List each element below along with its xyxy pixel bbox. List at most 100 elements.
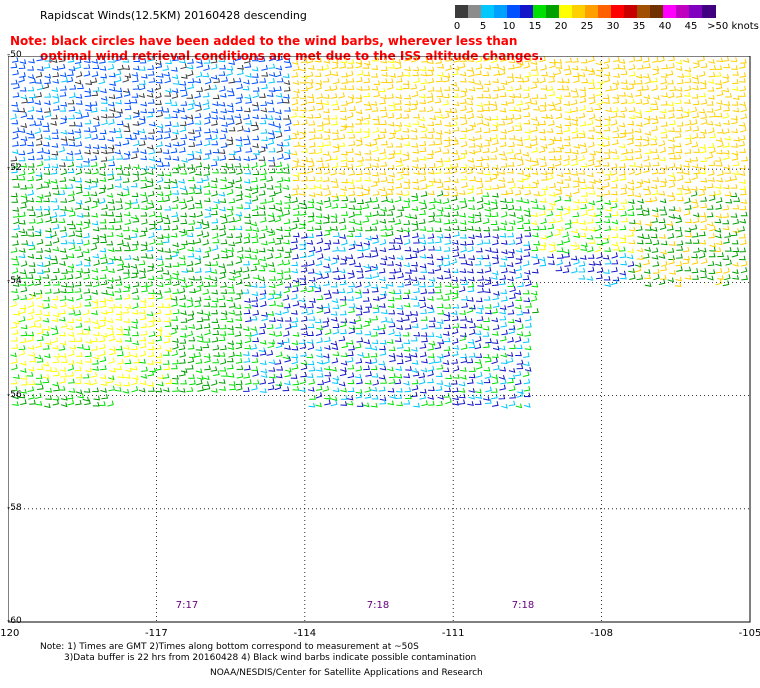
wind-barb [508, 325, 516, 330]
wind-barb [644, 282, 652, 287]
wind-barb [227, 251, 234, 258]
wind-barb [484, 80, 491, 86]
wind-barb [84, 169, 92, 174]
wind-barb [507, 98, 515, 104]
wind-barb [67, 263, 75, 269]
wind-barb [660, 210, 668, 216]
wind-barb [508, 64, 515, 70]
wind-barb [234, 77, 242, 83]
wind-barb [724, 232, 731, 238]
wind-barb [468, 136, 476, 142]
wind-barb [716, 161, 723, 167]
wind-barb [133, 139, 140, 147]
wind-barb [357, 352, 364, 357]
wind-barb [331, 162, 339, 169]
wind-barb [172, 108, 180, 114]
wind-barb [66, 183, 74, 189]
wind-barb [530, 116, 538, 122]
wind-barb [365, 155, 372, 161]
wind-barb [346, 63, 354, 69]
wind-barb [229, 269, 236, 275]
wind-barb [572, 218, 579, 224]
wind-barb [323, 280, 330, 286]
wind-barb [706, 183, 714, 189]
wind-barb [219, 268, 227, 274]
wind-barb [36, 211, 43, 218]
wind-barb [227, 340, 235, 346]
wind-barb [605, 85, 612, 92]
wind-barb [492, 331, 499, 336]
wind-barb [595, 129, 603, 134]
wind-barb [404, 213, 412, 219]
wind-barb [699, 212, 706, 218]
wind-barb [50, 58, 58, 64]
wind-barb [196, 62, 204, 68]
wind-barb [108, 357, 115, 364]
wind-barb [731, 251, 739, 258]
wind-barb [84, 317, 91, 323]
wind-barb [378, 87, 386, 93]
wind-barb [83, 268, 91, 274]
wind-barb [243, 387, 250, 392]
wind-barb [499, 232, 507, 238]
wind-barb [204, 212, 212, 218]
wind-barb [204, 118, 211, 125]
wind-barb [179, 58, 186, 64]
wind-barb [100, 253, 107, 260]
wind-barb [484, 266, 492, 273]
wind-barb [36, 218, 44, 224]
wind-barb [90, 77, 98, 84]
wind-barb [555, 106, 562, 111]
wind-barb [93, 86, 100, 92]
wind-barb [523, 361, 530, 367]
wind-barb [276, 141, 284, 147]
wind-barb [491, 115, 499, 121]
wind-barb [124, 99, 132, 105]
wind-barb [618, 59, 626, 65]
wind-barb [404, 324, 412, 330]
wind-barb [723, 101, 731, 107]
wind-barb [436, 255, 444, 261]
wind-barb [491, 133, 498, 140]
wind-barb [645, 221, 652, 227]
wind-barb [149, 238, 156, 245]
wind-barb [363, 92, 371, 98]
wind-barb [340, 360, 348, 366]
wind-barb [29, 93, 36, 99]
wind-barb [387, 58, 395, 64]
wind-barb [180, 169, 188, 175]
wind-barb [699, 267, 707, 273]
wind-barb [636, 255, 644, 260]
wind-barb [636, 225, 643, 232]
wind-barb [453, 155, 461, 161]
wind-barb [26, 114, 34, 120]
wind-barb [602, 238, 610, 245]
wind-barb [723, 128, 730, 134]
wind-barb [12, 394, 19, 400]
wind-barb [434, 147, 442, 153]
wind-barb [410, 352, 418, 358]
wind-barb [571, 133, 579, 139]
wind-barb [381, 72, 388, 77]
wind-barb [339, 125, 347, 132]
wind-barb [275, 65, 283, 71]
wind-barb [27, 366, 35, 372]
wind-barb [154, 308, 162, 315]
longitude-label: -114 [293, 628, 317, 639]
wind-barb [708, 252, 716, 258]
wind-barb [244, 139, 251, 146]
wind-barb [109, 218, 116, 224]
wind-barb [188, 203, 195, 210]
wind-barb [500, 141, 507, 147]
wind-barb [26, 183, 34, 189]
wind-barb [18, 349, 26, 356]
wind-barb [260, 114, 268, 119]
wind-barb [485, 303, 492, 309]
wind-barb [691, 232, 699, 238]
wind-barb [349, 259, 356, 266]
wind-barb [589, 150, 596, 156]
wind-barb [236, 289, 244, 295]
wind-barb [571, 267, 578, 274]
wind-barb [92, 149, 100, 155]
wind-barb [436, 161, 444, 168]
